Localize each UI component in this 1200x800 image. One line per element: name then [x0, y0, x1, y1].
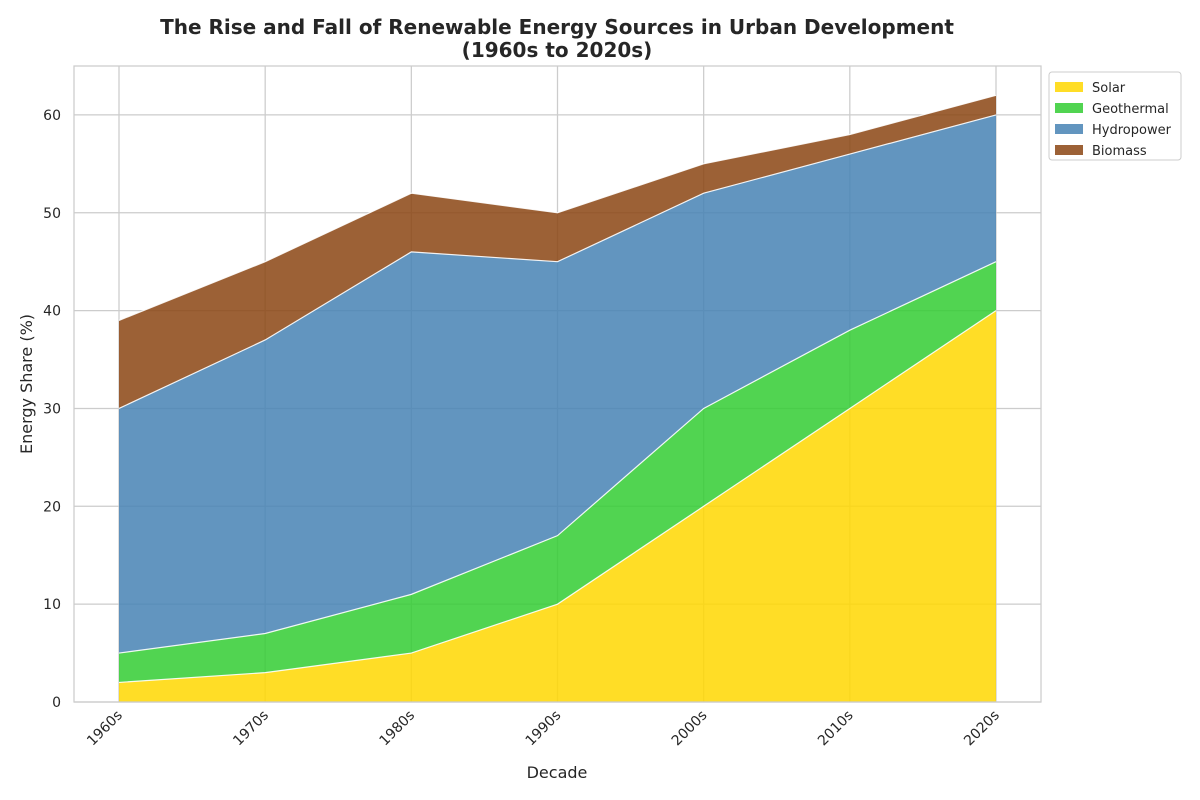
legend-label-solar: Solar: [1092, 81, 1126, 96]
y-tick-label: 40: [43, 304, 61, 320]
legend-label-biomass: Biomass: [1092, 144, 1147, 159]
legend-label-hydropower: Hydropower: [1092, 123, 1172, 138]
legend-swatch-biomass: [1055, 145, 1083, 155]
plot-frame: [73, 65, 1042, 703]
legend-swatch-solar: [1055, 82, 1083, 92]
area-boundary-lines: [118, 94, 997, 684]
area-top-line-biomass: [118, 94, 997, 321]
area-top-line-geothermal: [118, 261, 997, 654]
area-solar: [119, 310, 996, 702]
area-geothermal: [119, 261, 996, 683]
area-top-line-hydropower: [118, 114, 997, 410]
legend-box: [1048, 71, 1182, 161]
chart-title-line-1: The Rise and Fall of Renewable Energy So…: [160, 15, 954, 39]
area-hydropower: [119, 114, 996, 654]
area-top-line-solar: [118, 310, 997, 684]
legend-swatch-geothermal: [1055, 103, 1083, 113]
x-axis-label: Decade: [527, 763, 588, 782]
y-tick-label: 30: [43, 401, 61, 417]
y-axis-label: Energy Share (%): [17, 314, 36, 454]
y-tick-label: 60: [43, 108, 61, 124]
legend-swatch-hydropower: [1055, 124, 1083, 134]
legend-label-geothermal: Geothermal: [1092, 102, 1169, 117]
y-tick-label: 20: [43, 499, 61, 515]
y-tick-label: 0: [52, 695, 61, 711]
legend: Solar Geothermal Hydropower Biomass: [1048, 71, 1182, 161]
y-tick-label: 10: [43, 597, 61, 613]
chart-title-line-2: (1960s to 2020s): [462, 38, 653, 62]
y-tick-labels: 0 10 20 30 40 50 60: [43, 108, 61, 711]
y-tick-label: 50: [43, 206, 61, 222]
